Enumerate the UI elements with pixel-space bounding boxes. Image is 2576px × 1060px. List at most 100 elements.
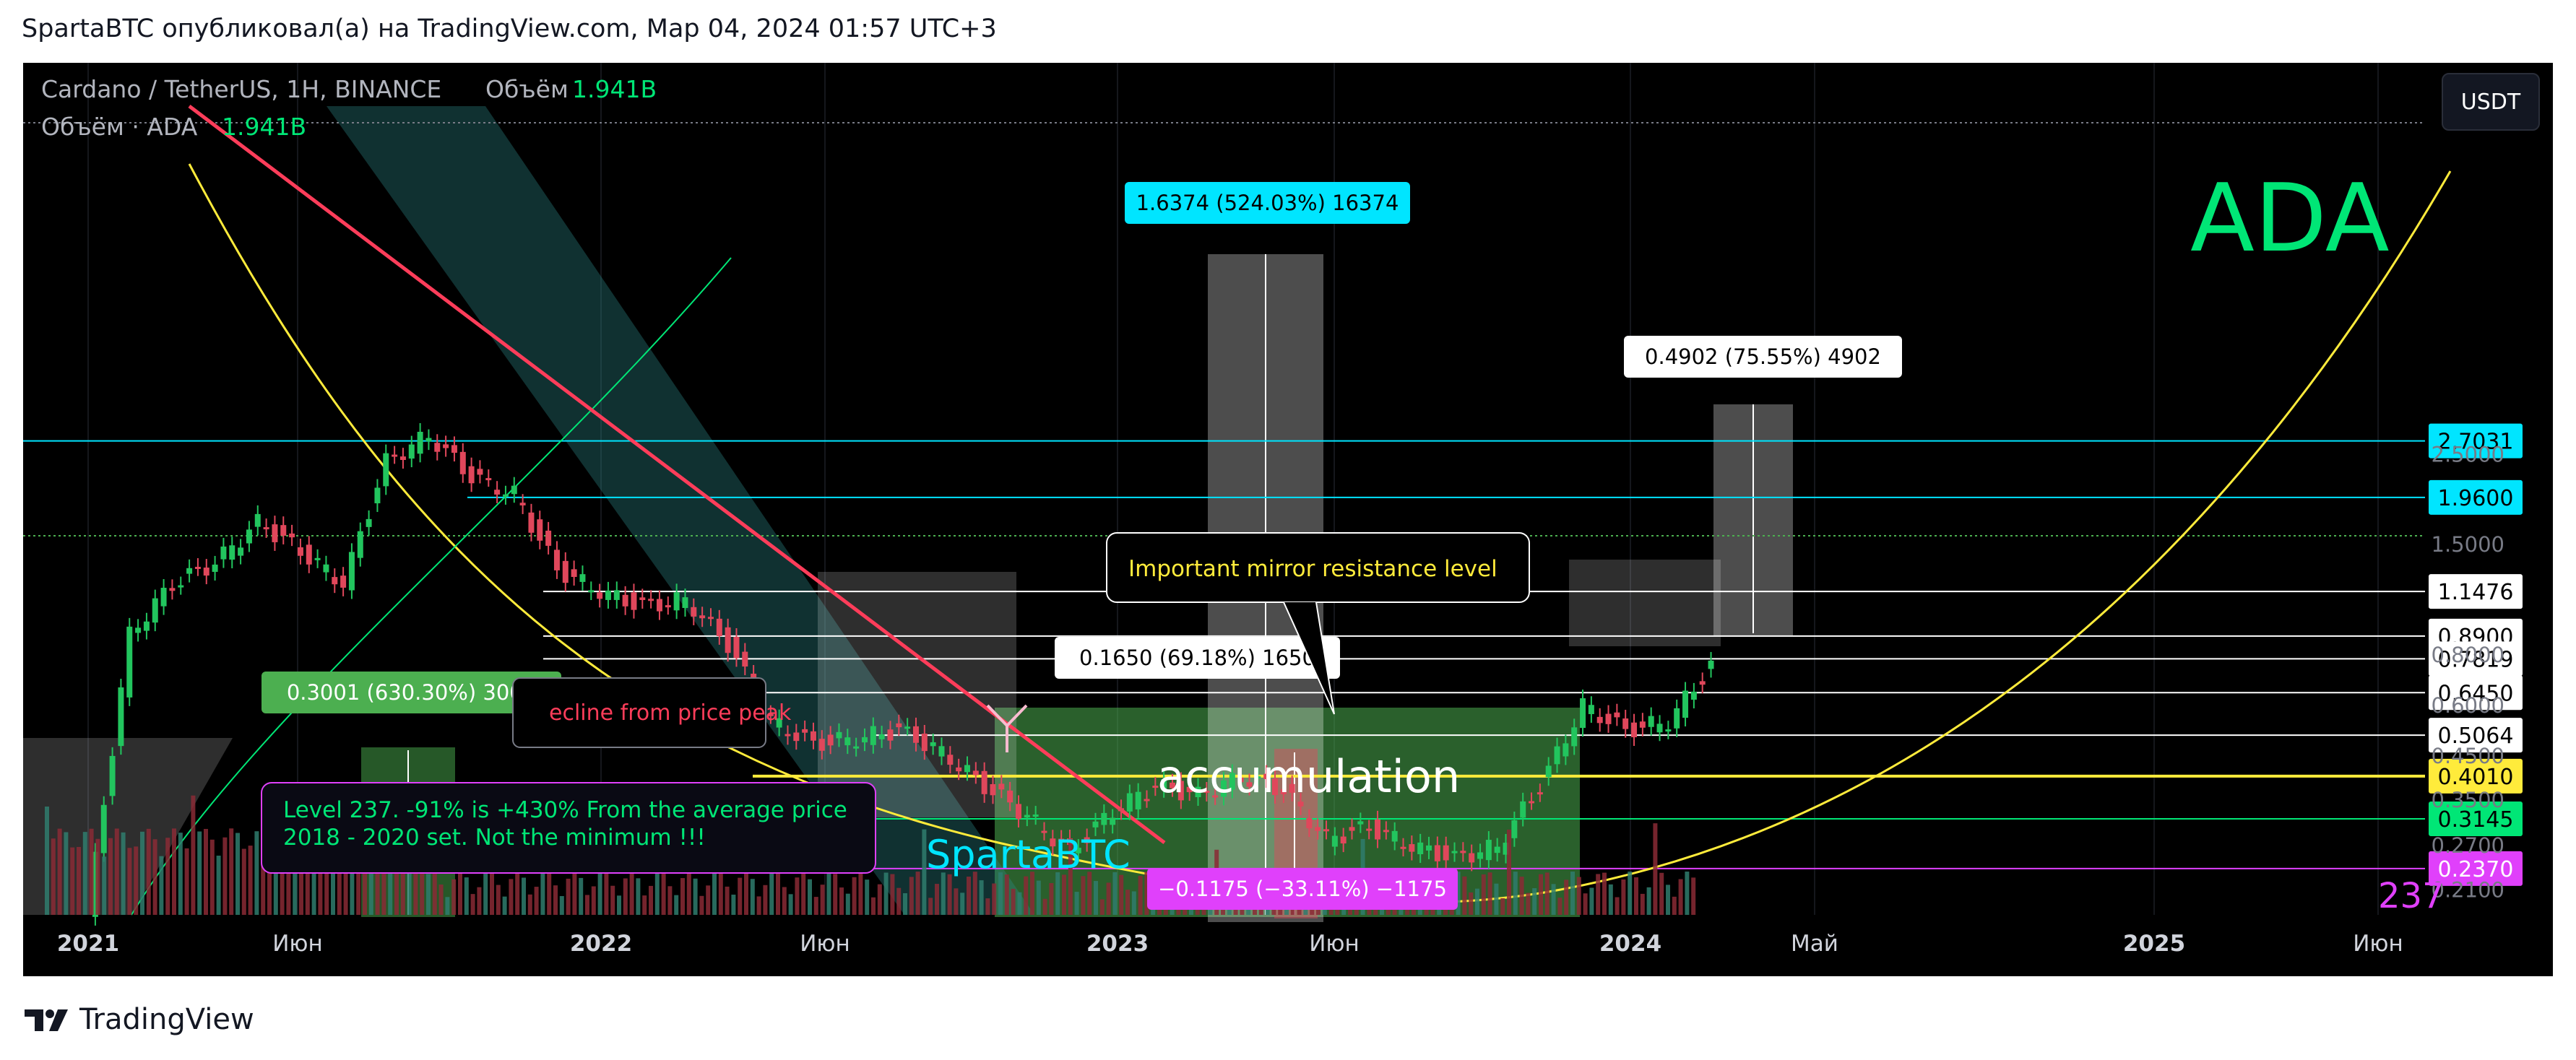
candle-body <box>1357 821 1364 825</box>
volume-bar <box>992 883 997 915</box>
volume-bar <box>1138 875 1143 915</box>
candle-body <box>964 765 970 773</box>
volume-bar <box>1621 879 1626 915</box>
volume-bar <box>241 848 246 915</box>
candle-body <box>1297 801 1304 807</box>
candle-body <box>990 783 996 796</box>
volume-bar <box>1691 877 1696 915</box>
volume-bar <box>1544 872 1550 915</box>
candle-body <box>656 599 662 612</box>
candle-body <box>1426 845 1432 851</box>
volume-bar <box>172 828 176 915</box>
candle-body <box>1366 828 1373 831</box>
candle-body <box>1349 827 1355 831</box>
volume-bar <box>350 833 355 915</box>
volume-bar <box>1589 887 1594 915</box>
brand-name[interactable]: TradingView <box>79 1003 254 1036</box>
candle-body <box>383 453 389 487</box>
footer: TradingView <box>23 998 254 1041</box>
volume-bar <box>426 874 431 915</box>
volume-bar <box>522 877 526 915</box>
volume-bar <box>1487 872 1492 915</box>
decline-callout-box <box>512 677 766 748</box>
volume-bar <box>1507 829 1511 915</box>
volume-bar <box>204 828 208 915</box>
volume-bar <box>127 848 132 915</box>
volume-bar <box>477 887 482 915</box>
watermark-label: SpartaBTC <box>926 832 1131 877</box>
candle-body <box>126 626 133 698</box>
candle-body <box>682 597 688 608</box>
candle-body <box>1212 795 1219 798</box>
volume-bar <box>744 872 748 915</box>
candle-body <box>366 518 372 527</box>
candle-body <box>691 607 697 617</box>
volume-bar <box>273 855 278 915</box>
candle-body <box>827 734 834 746</box>
volume-bar <box>763 885 768 915</box>
volume-bar <box>381 840 386 915</box>
currency-button[interactable]: USDT <box>2442 73 2540 131</box>
candle-body <box>246 529 252 544</box>
volume-bar <box>356 849 361 915</box>
volume-bar <box>1646 887 1651 915</box>
tradingview-logo-icon[interactable] <box>23 1005 69 1034</box>
price-level-badge <box>2429 801 2523 837</box>
volume-bar <box>985 898 990 915</box>
volume-bar <box>235 833 240 915</box>
candle-body <box>1682 690 1689 718</box>
volume-bar <box>585 895 589 915</box>
measure-label: 0.3001 (630.30%) 3001 <box>287 680 536 705</box>
candle-body <box>1383 830 1389 833</box>
volume-bar <box>604 873 609 915</box>
volume-bar <box>502 896 507 915</box>
volume-bar <box>114 828 119 915</box>
volume-bar <box>795 877 800 915</box>
price-level-label: 1.9600 <box>2438 486 2514 511</box>
measure-label-bg <box>1125 182 1410 224</box>
volume-bar <box>1653 823 1658 915</box>
volume-bar <box>636 878 641 915</box>
volume-bar <box>1068 838 1073 915</box>
volume-bar <box>1049 882 1054 915</box>
y-tick-label: 0.2100 <box>2432 877 2504 902</box>
chart-area[interactable]: 2.7031 1.9600 1.1476 0.8900 0.7819 0.6450 0.50… <box>23 63 2553 976</box>
volume-bar <box>191 795 196 915</box>
volume-bar <box>1634 877 1638 915</box>
candle-body <box>1084 837 1090 843</box>
candle-body <box>716 618 722 636</box>
candle-body <box>1545 765 1552 778</box>
volume-bar <box>451 879 457 915</box>
volume-bar <box>184 848 189 915</box>
volume-bar <box>1628 872 1633 915</box>
candle-body <box>597 592 603 599</box>
symbol-line: Cardano / TetherUS, 1H, BINANCE <box>41 75 441 103</box>
candle-body <box>1375 819 1381 840</box>
volume-bar <box>248 846 253 915</box>
volume-bar <box>649 885 653 915</box>
candle-body <box>742 651 748 667</box>
volume-bar <box>1570 872 1575 915</box>
volume-bar <box>1494 883 1499 915</box>
candle-body <box>1186 786 1193 793</box>
candle-body <box>459 451 466 474</box>
candle-body <box>930 742 936 747</box>
volume-bar <box>909 877 914 915</box>
candle-body <box>1032 814 1039 817</box>
volume-bar <box>70 847 75 915</box>
volume-bar <box>572 872 577 915</box>
volume-bar <box>1513 872 1518 915</box>
candle-body <box>1417 842 1424 854</box>
volume-bar <box>941 872 946 915</box>
candle-body <box>220 546 227 560</box>
volume-bar <box>769 872 774 915</box>
volume-bar <box>738 877 743 915</box>
breakout-box <box>1569 560 1721 646</box>
volume-bar <box>261 829 266 915</box>
candle-body <box>878 734 885 739</box>
level-237-label: 237 <box>2378 876 2445 916</box>
chart-canvas[interactable]: 2.70311.96001.14760.89000.78190.64500.50… <box>23 63 2553 976</box>
volume-bar <box>1024 876 1029 915</box>
candle-body <box>494 490 501 495</box>
candle-body <box>836 731 842 739</box>
